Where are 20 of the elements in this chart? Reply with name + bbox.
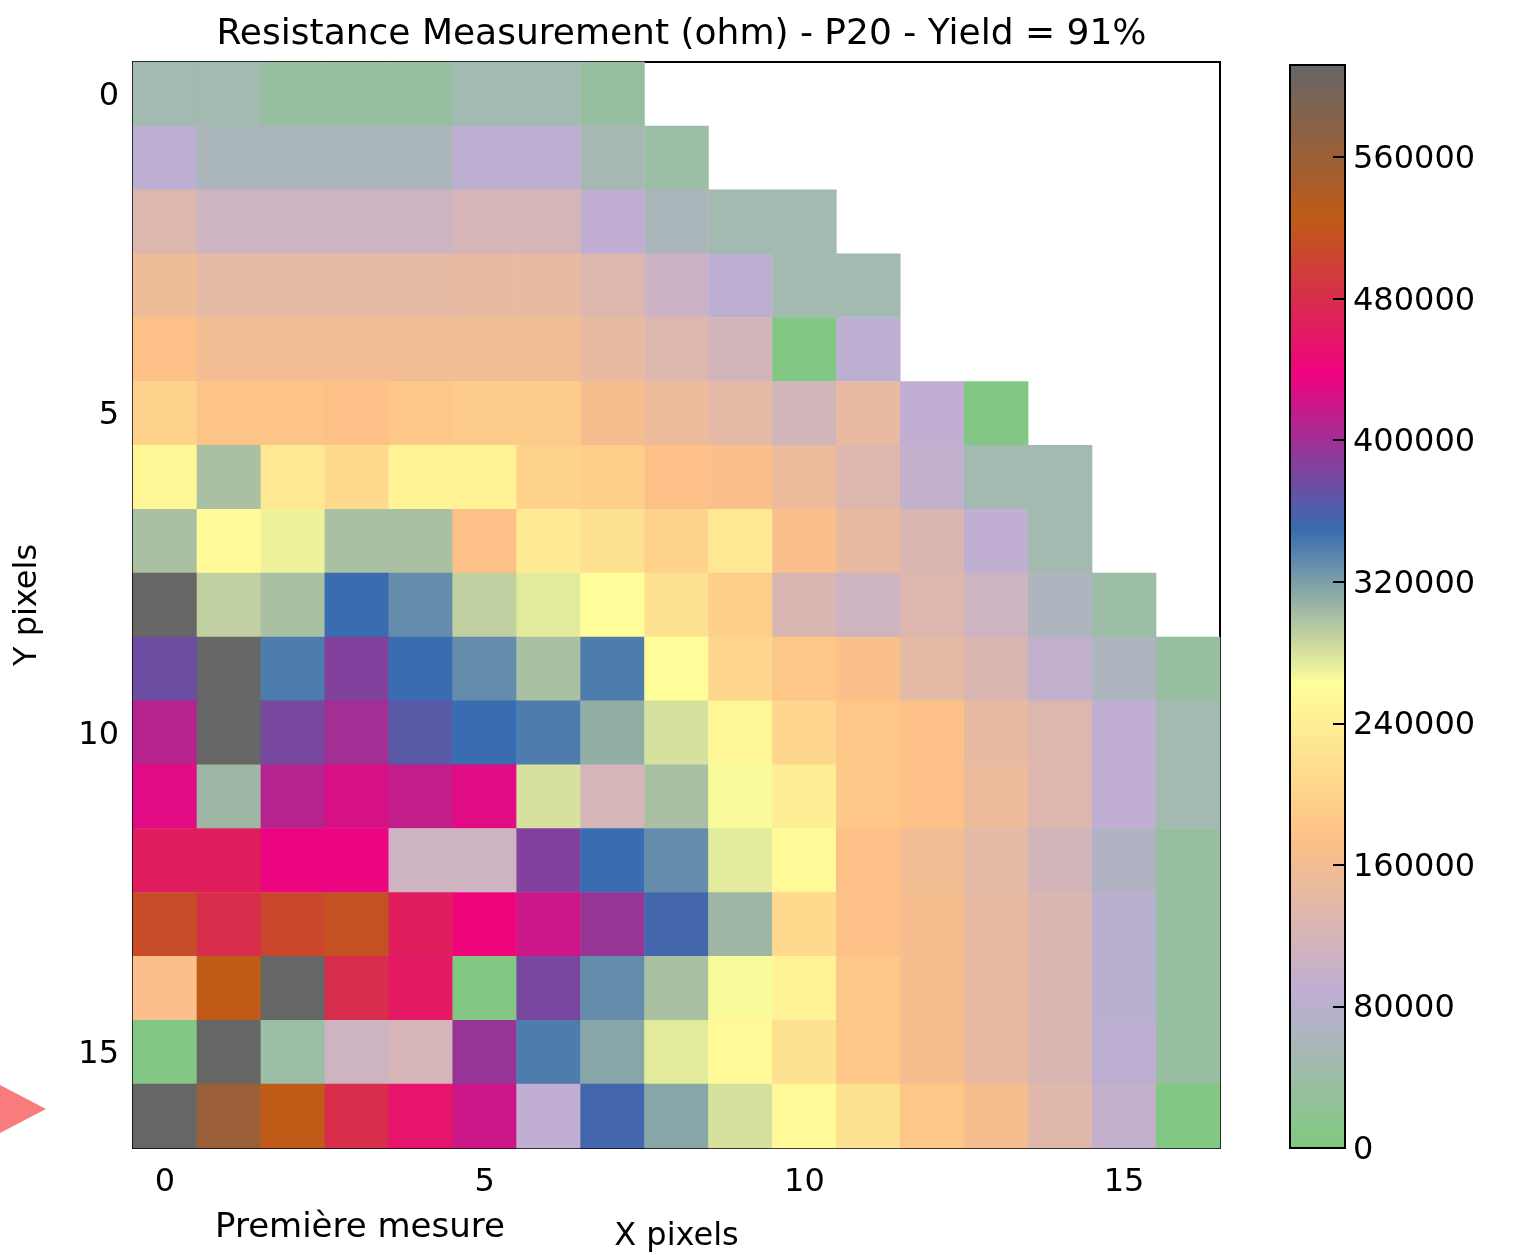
color-bar-label: 160000 <box>1353 845 1476 884</box>
color-bar-label: 480000 <box>1353 279 1476 318</box>
x-tick-label: 10 <box>784 1161 825 1199</box>
color-bar-label: 320000 <box>1353 562 1476 601</box>
color-bar-label: 400000 <box>1353 421 1476 460</box>
chart-title: Resistance Measurement (ohm) - P20 - Yield = 91% <box>216 10 1147 52</box>
y-tick-label: 15 <box>78 1033 119 1072</box>
x-tick-label: 0 <box>154 1161 176 1199</box>
text: Première mesure <box>215 1205 505 1245</box>
color-bar-label: 80000 <box>1353 987 1455 1026</box>
x-tick-label: 5 <box>474 1161 495 1199</box>
y-tick-label: 5 <box>98 394 119 433</box>
x-tick-label: 15 <box>1103 1161 1145 1199</box>
color-bar-label: 240000 <box>1353 704 1476 743</box>
color-bar-label: 560000 <box>1353 138 1476 177</box>
y-axis-title: Y pixels <box>6 543 44 668</box>
color-bar-label: 0 <box>1353 1129 1374 1167</box>
y-tick-label: 10 <box>78 713 119 752</box>
y-tick-label: 0 <box>98 74 119 113</box>
x-axis-title: X pixels <box>614 1215 739 1253</box>
